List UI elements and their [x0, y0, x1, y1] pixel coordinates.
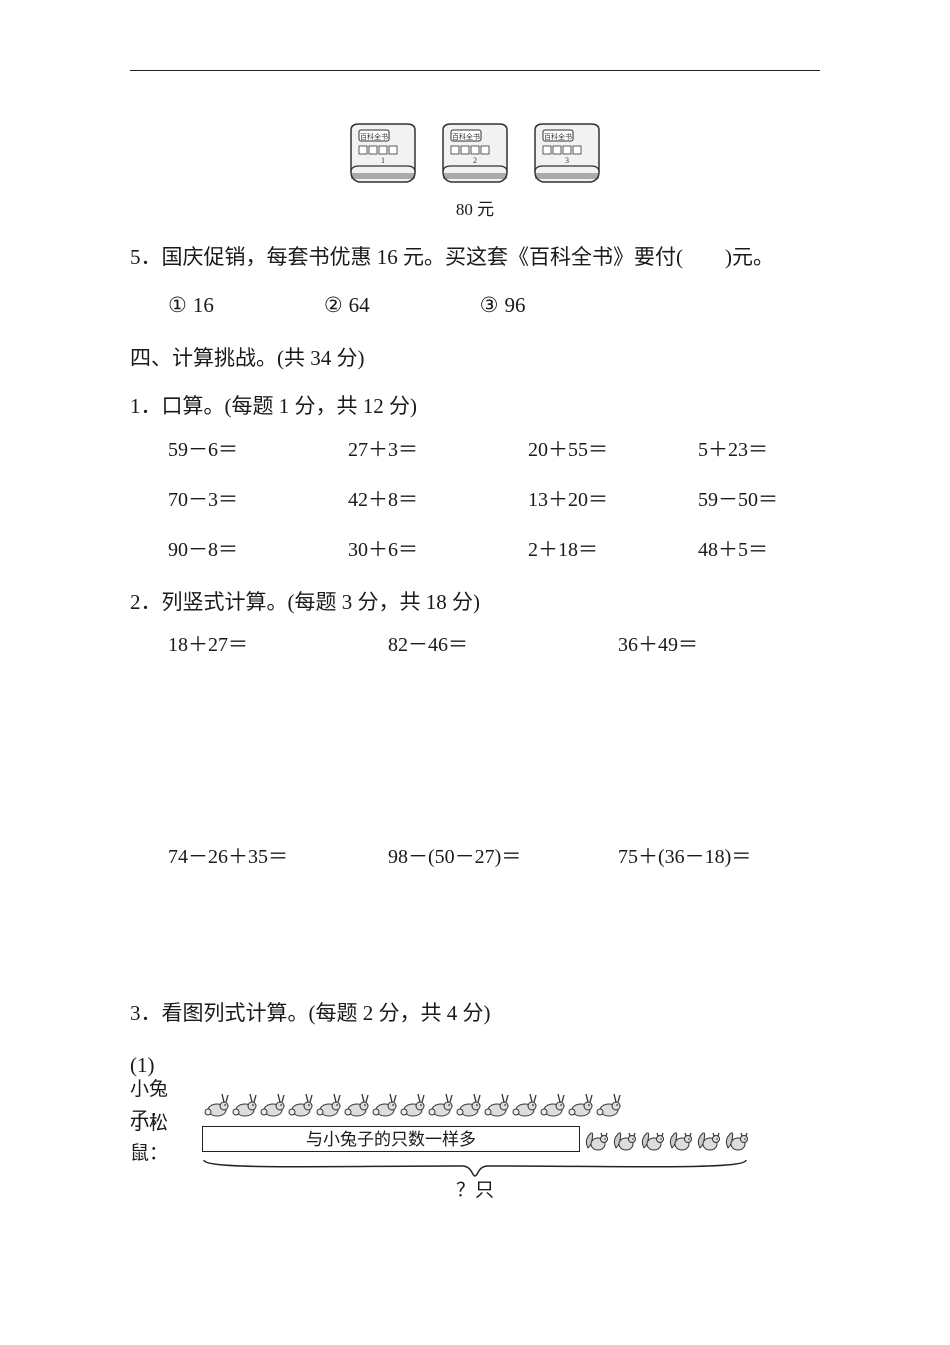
svg-text:3: 3 — [565, 156, 569, 165]
choice-3-val: 96 — [504, 293, 525, 317]
squirrel-icon — [582, 1126, 610, 1152]
vertical-calc-row-1: 18＋27＝ 82－46＝ 36＋49＝ — [168, 629, 820, 661]
calc-item: 70－3＝ — [168, 484, 348, 516]
calc-item: 27＋3＝ — [348, 434, 528, 466]
section-4-q1-title: 1．口算。(每题 1 分，共 12 分) — [130, 390, 820, 424]
squirrel-icon — [722, 1126, 750, 1152]
rabbit-icon — [510, 1092, 538, 1118]
section-4-q3-title: 3．看图列式计算。(每题 2 分，共 4 分) — [130, 997, 820, 1031]
book-1: 百科全书 1 — [345, 120, 421, 190]
squirrel-icon — [694, 1126, 722, 1152]
book-3: 百科全书 3 — [529, 120, 605, 190]
vcalc-item: 18＋27＝ — [168, 629, 388, 661]
rabbit-icon — [286, 1092, 314, 1118]
calc-item: 48＋5＝ — [698, 534, 838, 566]
rabbit-icon — [370, 1092, 398, 1118]
svg-text:百科全书: 百科全书 — [544, 132, 572, 141]
choice-2-val: 64 — [349, 293, 370, 317]
svg-text:1: 1 — [381, 156, 385, 165]
calc-item: 42＋8＝ — [348, 484, 528, 516]
squirrel-label: 小松鼠： — [130, 1109, 202, 1170]
squirrel-icon — [638, 1126, 666, 1152]
squirrel-icon — [666, 1126, 694, 1152]
vcalc-item: 82－46＝ — [388, 629, 618, 661]
work-space — [130, 873, 820, 983]
choice-1-num: ① — [168, 289, 187, 323]
book-set-figure: 百科全书 1 百科全书 2 — [345, 120, 605, 190]
rabbit-icon — [258, 1092, 286, 1118]
vcalc-item: 36＋49＝ — [618, 629, 838, 661]
vcalc-item: 75＋(36－18)＝ — [618, 841, 838, 873]
page-top-rule — [130, 70, 820, 71]
calc-item: 2＋18＝ — [528, 534, 698, 566]
book-2: 百科全书 2 — [437, 120, 513, 190]
calc-item: 20＋55＝ — [528, 434, 698, 466]
work-space — [130, 661, 820, 841]
rabbit-icon — [566, 1092, 594, 1118]
rabbit-icon — [454, 1092, 482, 1118]
svg-text:百科全书: 百科全书 — [452, 132, 480, 141]
mental-calc-grid: 59－6＝ 27＋3＝ 20＋55＝ 5＋23＝ 70－3＝ 42＋8＝ 13＋… — [168, 434, 820, 566]
rabbit-icon — [230, 1092, 258, 1118]
choice-1: ①16 — [168, 289, 214, 323]
svg-text:2: 2 — [473, 156, 477, 165]
question-5-choices: ①16 ②64 ③96 — [168, 289, 820, 323]
rabbit-icon — [202, 1092, 230, 1118]
q3-part-1-num: (1) — [130, 1049, 820, 1083]
rabbit-icon — [594, 1092, 622, 1118]
choice-1-val: 16 — [193, 293, 214, 317]
rabbit-icon — [398, 1092, 426, 1118]
calc-item: 59－6＝ — [168, 434, 348, 466]
rabbit-icon — [342, 1092, 370, 1118]
rabbit-icons-row — [202, 1092, 622, 1118]
calc-item: 59－50＝ — [698, 484, 838, 516]
calc-item: 90－8＝ — [168, 534, 348, 566]
vertical-calc-row-2: 74－26＋35＝ 98－(50－27)＝ 75＋(36－18)＝ — [168, 841, 820, 873]
squirrel-same-box: 与小兔子的只数一样多 — [202, 1126, 580, 1152]
brace: ？只 — [202, 1158, 748, 1206]
choice-3: ③96 — [480, 289, 526, 323]
choice-2-num: ② — [324, 289, 343, 323]
section-4-q2-title: 2．列竖式计算。(每题 3 分，共 18 分) — [130, 586, 820, 620]
vcalc-item: 74－26＋35＝ — [168, 841, 388, 873]
squirrel-icons-row — [582, 1126, 750, 1152]
vcalc-item: 98－(50－27)＝ — [388, 841, 618, 873]
brace-label: ？只 — [202, 1176, 748, 1206]
calc-item: 13＋20＝ — [528, 484, 698, 516]
choice-2: ②64 — [324, 289, 370, 323]
bar-diagram: 小兔子： 小松鼠： 与小兔子的只数一样多 ？只 — [130, 1090, 820, 1206]
rabbit-icon — [482, 1092, 510, 1118]
calc-item: 5＋23＝ — [698, 434, 838, 466]
question-5-text: 5．国庆促销，每套书优惠 16 元。买这套《百科全书》要付( )元。 — [130, 241, 820, 275]
section-4-title: 四、计算挑战。(共 34 分) — [130, 342, 820, 376]
book-set-price: 80 元 — [130, 196, 820, 223]
rabbit-icon — [426, 1092, 454, 1118]
rabbit-icon — [538, 1092, 566, 1118]
squirrel-icon — [610, 1126, 638, 1152]
choice-3-num: ③ — [480, 289, 499, 323]
calc-item: 30＋6＝ — [348, 534, 528, 566]
svg-text:百科全书: 百科全书 — [360, 132, 388, 141]
rabbit-icon — [314, 1092, 342, 1118]
